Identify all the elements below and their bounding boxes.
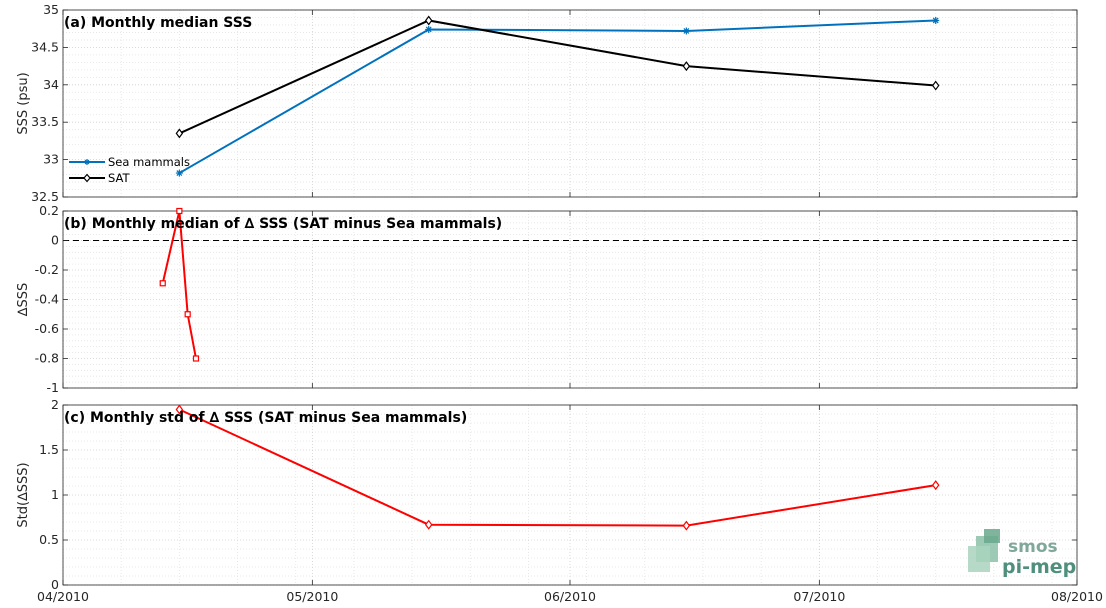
data-point-marker — [159, 280, 166, 287]
y-tick-label: 0.5 — [39, 532, 59, 547]
y-tick-label: 32.5 — [31, 189, 59, 204]
x-tick-label: 07/2010 — [793, 589, 845, 604]
panel-title: (a) Monthly median SSS — [64, 15, 252, 31]
series-1 — [175, 15, 940, 139]
y-tick-label: 34 — [43, 77, 59, 92]
x-tick-label: 04/2010 — [37, 589, 89, 604]
data-point-marker — [682, 61, 691, 72]
y-tick-label: 1 — [51, 487, 59, 502]
y-tick-label: 1.5 — [39, 442, 59, 457]
y-tick-label: -0.6 — [35, 321, 59, 336]
chart-panels: 32.5 33 33.5 34 34.5 35 SSS (psu) Sea mammals SA… — [16, 2, 1078, 592]
legend-label: Sea mammals — [108, 155, 190, 169]
x-tick-label: 08/2010 — [1051, 589, 1103, 604]
legend: Sea mammals SAT — [69, 155, 190, 185]
data-point-marker — [682, 520, 691, 531]
y-axis-label: ∆SSS — [16, 283, 31, 317]
y-tick-label: -1 — [47, 380, 59, 395]
y-axis-label: Std(∆SSS) — [16, 462, 31, 527]
series-line — [178, 19, 936, 174]
y-tick-label: 0 — [51, 233, 59, 248]
data-point-marker — [192, 355, 200, 362]
series-line — [161, 210, 197, 359]
x-tick-label: 05/2010 — [286, 589, 338, 604]
series-line — [178, 408, 936, 527]
data-point-marker — [425, 25, 433, 33]
logo-icon — [968, 529, 1000, 572]
panel-a: 32.5 33 33.5 34 34.5 35 SSS (psu) Sea mammals SA… — [16, 2, 1078, 204]
data-point-marker — [175, 169, 183, 177]
data-point-marker — [931, 480, 940, 491]
y-tick-label: 2 — [51, 397, 59, 412]
series-0 — [159, 207, 200, 362]
data-point-marker — [424, 519, 433, 530]
series-0 — [175, 16, 940, 177]
x-axis-tick-labels: 04/2010 05/2010 06/2010 07/2010 08/2010 — [37, 589, 1103, 604]
y-tick-label: 33.5 — [31, 114, 59, 129]
y-tick-label: 0 — [51, 577, 59, 592]
data-point-marker — [175, 128, 184, 139]
y-tick-label: 0.2 — [39, 203, 59, 218]
panel-c: 0 0.5 1 1.5 2 Std(∆SSS) (c) Monthly std of ∆ S… — [16, 397, 1078, 592]
y-axis-label: SSS (psu) — [16, 72, 31, 134]
data-point-marker — [931, 80, 940, 91]
legend-marker — [83, 173, 91, 183]
series-0 — [175, 404, 940, 531]
x-tick-label: 06/2010 — [544, 589, 596, 604]
legend-label: SAT — [108, 171, 130, 185]
data-point-marker — [682, 27, 690, 35]
y-tick-label: -0.4 — [35, 292, 59, 307]
panel-b: -1 -0.8 -0.6 -0.4 -0.2 0 0.2 ∆SSS (b) Monthly me… — [16, 203, 1078, 395]
panel-title: (b) Monthly median of ∆ SSS (SAT minus S… — [64, 216, 502, 232]
logo-text-smos: smos — [1008, 537, 1058, 557]
y-tick-label: -0.2 — [35, 262, 59, 277]
y-tick-label: 34.5 — [31, 39, 59, 54]
legend-marker — [84, 159, 90, 165]
data-point-marker — [175, 404, 184, 415]
data-point-marker — [184, 311, 191, 318]
smos-pi-mep-logo: smos pi-mep — [968, 529, 1076, 578]
data-point-marker — [176, 207, 183, 215]
data-point-marker — [932, 16, 940, 24]
panel-title: (c) Monthly std of ∆ SSS (SAT minus Sea … — [64, 410, 467, 426]
logo-text-pi-mep: pi-mep — [1002, 556, 1076, 578]
y-tick-label: -0.8 — [35, 351, 59, 366]
y-tick-label: 33 — [43, 152, 59, 167]
data-point-marker — [424, 15, 433, 26]
series-line — [178, 19, 936, 135]
y-tick-label: 35 — [43, 2, 59, 17]
minor-grid — [62, 10, 1077, 197]
